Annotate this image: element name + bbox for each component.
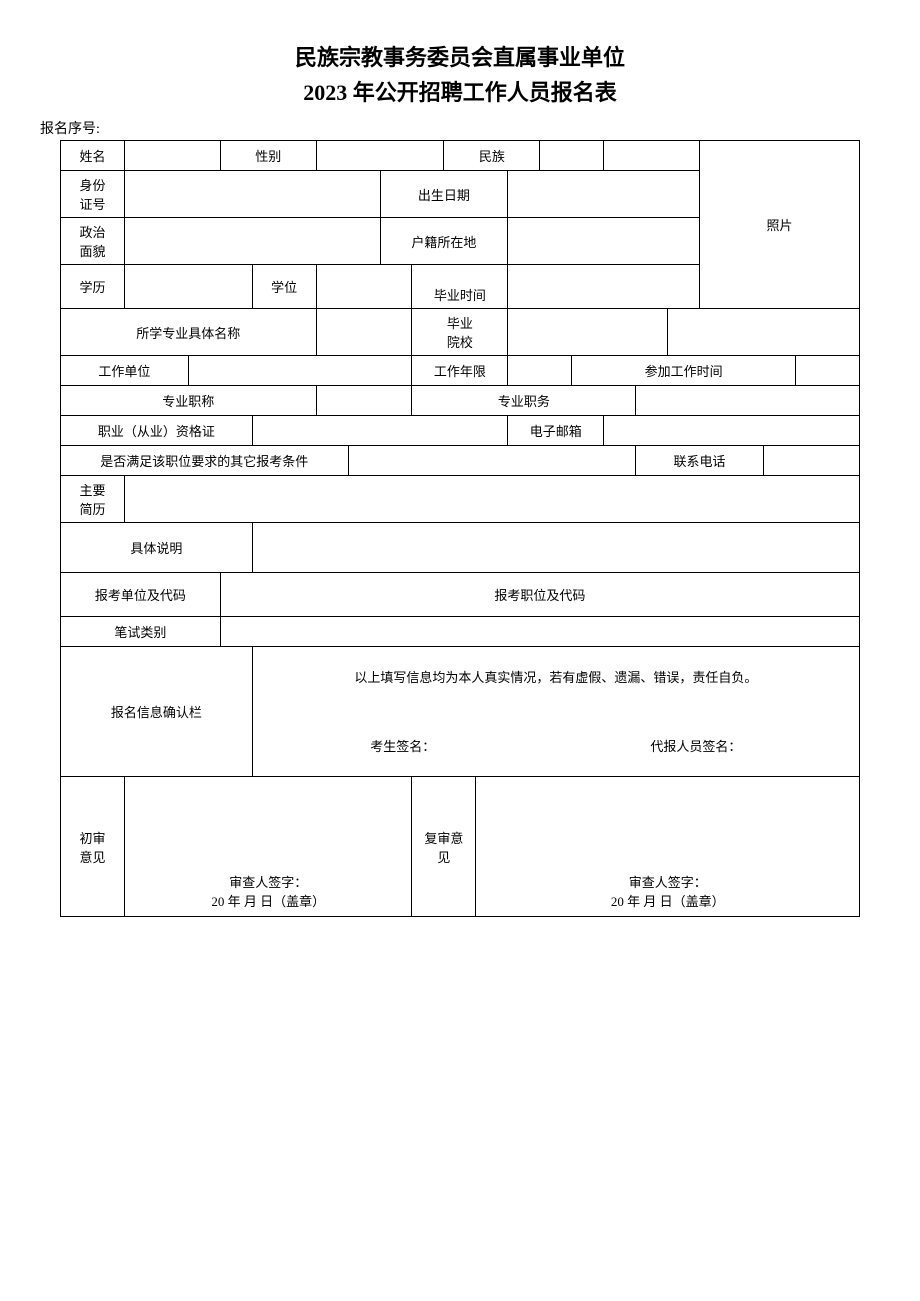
field-resume[interactable] [124,476,859,523]
label-gender: 性别 [220,141,316,171]
field-email[interactable] [604,416,860,446]
field-workyears[interactable] [508,356,572,386]
label-protitle: 专业职称 [61,386,317,416]
field-degree[interactable] [316,265,412,309]
field-ethnicity[interactable] [540,141,604,171]
label-workunit: 工作单位 [61,356,189,386]
label-workyears: 工作年限 [412,356,508,386]
field-id[interactable] [124,171,380,218]
field-household[interactable] [508,218,700,265]
field-produty[interactable] [636,386,860,416]
field-workunit[interactable] [188,356,412,386]
title-line2: 2023 年公开招聘工作人员报名表 [60,75,860,110]
date-stamp1: 20 年 月 日（盖章） [127,891,410,910]
label-resume: 主要 简历 [61,476,125,523]
field-protitle[interactable] [316,386,412,416]
date-stamp2: 20 年 月 日（盖章） [478,891,857,910]
label-gradschool: 毕业 院校 [412,309,508,356]
confirm-statement: 以上填写信息均为本人真实情况，若有虚假、遗漏、错误，责任自负。 [263,667,849,686]
field-gradtime[interactable] [508,265,700,309]
field-workstart[interactable] [795,356,859,386]
field-detail[interactable] [252,523,859,573]
serial-number-label: 报名序号: [40,118,860,138]
label-applyunit: 报考单位及代码 [61,573,221,617]
label-confirm: 报名信息确认栏 [61,647,253,777]
field-major[interactable] [316,309,412,356]
reviewer-sign1: 审查人签字： [127,872,410,891]
label-produty: 专业职务 [412,386,636,416]
label-gradtime: 毕业时间 [412,265,508,309]
label-id: 身份 证号 [61,171,125,218]
label-name: 姓名 [61,141,125,171]
candidate-sign-label: 考生签名： [370,736,435,755]
field-gradschool[interactable] [508,309,668,356]
field-education[interactable] [124,265,252,309]
label-phone: 联系电话 [636,446,764,476]
label-major: 所学专业具体名称 [61,309,317,356]
label-second-review: 复审意 见 [412,777,476,917]
field-examtype[interactable] [220,617,859,647]
label-birth: 出生日期 [380,171,508,218]
field-ethnicity2[interactable] [604,141,700,171]
label-political: 政治 面貌 [61,218,125,265]
reviewer-sign2: 审查人签字： [478,872,857,891]
application-form-table: 姓名 性别 民族 照片 身份 证号 出生日期 政治 面貌 户籍所在地 学历 学位… [60,140,860,917]
title-line1: 民族宗教事务委员会直属事业单位 [60,40,860,75]
first-review-content: 审查人签字： 20 年 月 日（盖章） [124,777,412,917]
field-qualification[interactable] [252,416,508,446]
second-review-content: 审查人签字： 20 年 月 日（盖章） [476,777,860,917]
label-household: 户籍所在地 [380,218,508,265]
label-email: 电子邮箱 [508,416,604,446]
label-examtype: 笔试类别 [61,617,221,647]
photo-area: 照片 [700,141,860,309]
label-detail: 具体说明 [61,523,253,573]
field-birth[interactable] [508,171,700,218]
label-othercond: 是否满足该职位要求的其它报考条件 [61,446,349,476]
field-gradschool2[interactable] [668,309,860,356]
proxy-sign-label: 代报人员签名： [650,736,741,755]
field-name[interactable] [124,141,220,171]
label-workstart: 参加工作时间 [572,356,796,386]
label-ethnicity: 民族 [444,141,540,171]
label-degree: 学位 [252,265,316,309]
field-phone[interactable] [763,446,859,476]
confirm-content: 以上填写信息均为本人真实情况，若有虚假、遗漏、错误，责任自负。 考生签名： 代报… [252,647,859,777]
field-gender[interactable] [316,141,444,171]
field-political[interactable] [124,218,380,265]
label-first-review: 初审 意见 [61,777,125,917]
label-applyposition: 报考职位及代码 [220,573,859,617]
label-education: 学历 [61,265,125,309]
field-othercond[interactable] [348,446,636,476]
label-qualification: 职业（从业）资格证 [61,416,253,446]
